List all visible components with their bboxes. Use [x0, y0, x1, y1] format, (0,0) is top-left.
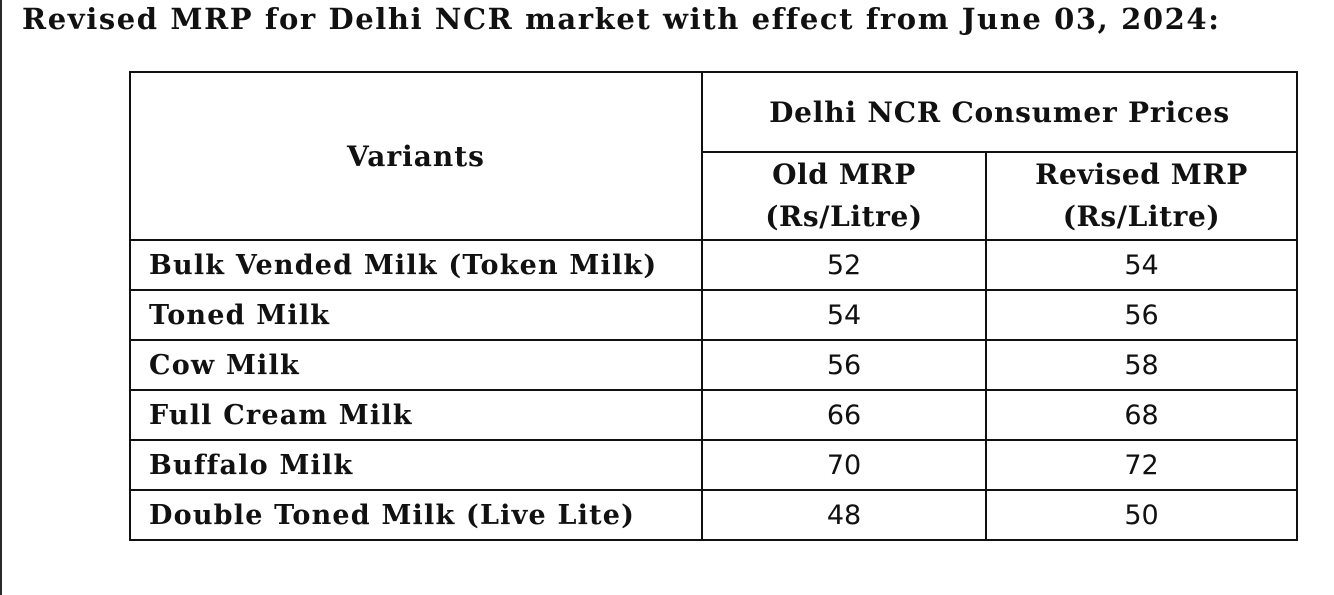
variant-cell: Bulk Vended Milk (Token Milk) — [129, 239, 703, 291]
old-mrp-cell: 54 — [701, 289, 987, 341]
table-row: Double Toned Milk (Live Lite) 48 50 — [129, 489, 1299, 541]
old-mrp-cell: 66 — [701, 389, 987, 441]
table-row: Full Cream Milk 66 68 — [129, 389, 1299, 441]
page-heading: Revised MRP for Delhi NCR market with ef… — [22, 2, 1221, 36]
revised-mrp-cell: 54 — [984, 239, 1299, 291]
table-header-row: Variants Delhi NCR Consumer Prices — [129, 71, 1299, 241]
table-row: Buffalo Milk 70 72 — [129, 439, 1299, 491]
old-mrp-header-line2: (Rs/Litre) — [765, 200, 923, 233]
variant-cell: Toned Milk — [129, 289, 703, 341]
old-mrp-cell: 48 — [701, 489, 987, 541]
revised-mrp-header-line1: Revised MRP — [1035, 158, 1248, 191]
revised-mrp-cell: 50 — [984, 489, 1299, 541]
table-row: Cow Milk 56 58 — [129, 339, 1299, 391]
table-row: Bulk Vended Milk (Token Milk) 52 54 — [129, 239, 1299, 291]
old-mrp-header: Old MRP (Rs/Litre) — [701, 151, 987, 241]
variant-cell: Buffalo Milk — [129, 439, 703, 491]
revised-mrp-cell: 56 — [984, 289, 1299, 341]
table-subheader-row: Old MRP (Rs/Litre) Revised MRP (Rs/Litre… — [130, 151, 1299, 241]
old-mrp-cell: 70 — [701, 439, 987, 491]
consumer-prices-header: Delhi NCR Consumer Prices — [700, 71, 1299, 153]
revised-mrp-cell: 72 — [984, 439, 1299, 491]
variant-cell: Double Toned Milk (Live Lite) — [129, 489, 703, 541]
variants-header: Variants — [129, 71, 703, 241]
revised-mrp-header-line2: (Rs/Litre) — [1062, 200, 1221, 233]
old-mrp-header-line1: Old MRP — [772, 158, 916, 191]
revised-mrp-cell: 58 — [984, 339, 1299, 391]
old-mrp-cell: 52 — [701, 239, 987, 291]
variant-cell: Cow Milk — [129, 339, 703, 391]
page-left-border — [0, 0, 2, 595]
price-table: Variants Delhi NCR Consumer Prices Old M… — [129, 71, 1299, 541]
revised-mrp-cell: 68 — [984, 389, 1299, 441]
table-row: Toned Milk 54 56 — [129, 289, 1299, 341]
variant-cell: Full Cream Milk — [129, 389, 703, 441]
revised-mrp-header: Revised MRP (Rs/Litre) — [984, 151, 1299, 241]
old-mrp-cell: 56 — [701, 339, 987, 391]
